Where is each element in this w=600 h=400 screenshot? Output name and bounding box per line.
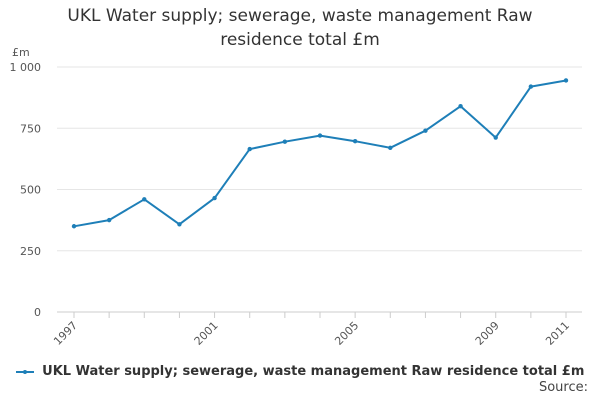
gridlines	[57, 66, 582, 313]
x-tick-label: 2009	[473, 319, 502, 348]
y-axis-ticks: 0 250 500 750 1 000	[10, 61, 42, 319]
y-tick-label: 750	[20, 122, 41, 135]
data-point	[71, 224, 77, 229]
data-point	[247, 146, 252, 152]
data-point	[458, 104, 463, 109]
data-point	[106, 217, 112, 223]
chart-title-line1: UKL Water supply; sewerage, waste manage…	[67, 6, 533, 26]
legend-line-marker-icon	[15, 367, 34, 377]
data-point	[282, 139, 288, 144]
data-point	[528, 84, 534, 89]
y-tick-label: 250	[20, 245, 41, 258]
x-tick-label: 2001	[192, 319, 221, 348]
data-point	[352, 139, 358, 144]
series-layer	[71, 78, 569, 229]
x-tick-label: 1997	[51, 319, 80, 348]
y-axis-label: £m	[12, 46, 30, 59]
y-tick-label: 0	[34, 306, 41, 319]
legend-label: UKL Water supply; sewerage, waste manage…	[42, 364, 585, 379]
y-tick-label: 500	[20, 184, 41, 197]
data-point	[177, 222, 182, 227]
chart-title: UKL Water supply; sewerage, waste manage…	[0, 4, 600, 52]
data-point	[317, 133, 323, 138]
line-chart: £m 0 250 500 750 1 000 1997 2001 2005 2009 2011	[10, 46, 582, 348]
chart-title-line2: residence total £m	[220, 30, 380, 50]
data-point	[388, 145, 393, 151]
data-point	[423, 128, 428, 133]
data-point	[212, 195, 217, 201]
source-label: Source:	[538, 380, 588, 395]
x-tick-label: 2005	[332, 319, 361, 348]
legend[interactable]: UKL Water supply; sewerage, waste manage…	[0, 364, 600, 379]
data-point	[142, 197, 147, 202]
x-axis-ticks: 1997 2001 2005 2009 2011	[51, 312, 572, 348]
data-point	[563, 78, 569, 83]
data-point	[493, 135, 498, 140]
series-line	[73, 79, 567, 228]
x-tick-label: 2011	[543, 319, 572, 348]
y-tick-label: 1 000	[10, 61, 42, 74]
